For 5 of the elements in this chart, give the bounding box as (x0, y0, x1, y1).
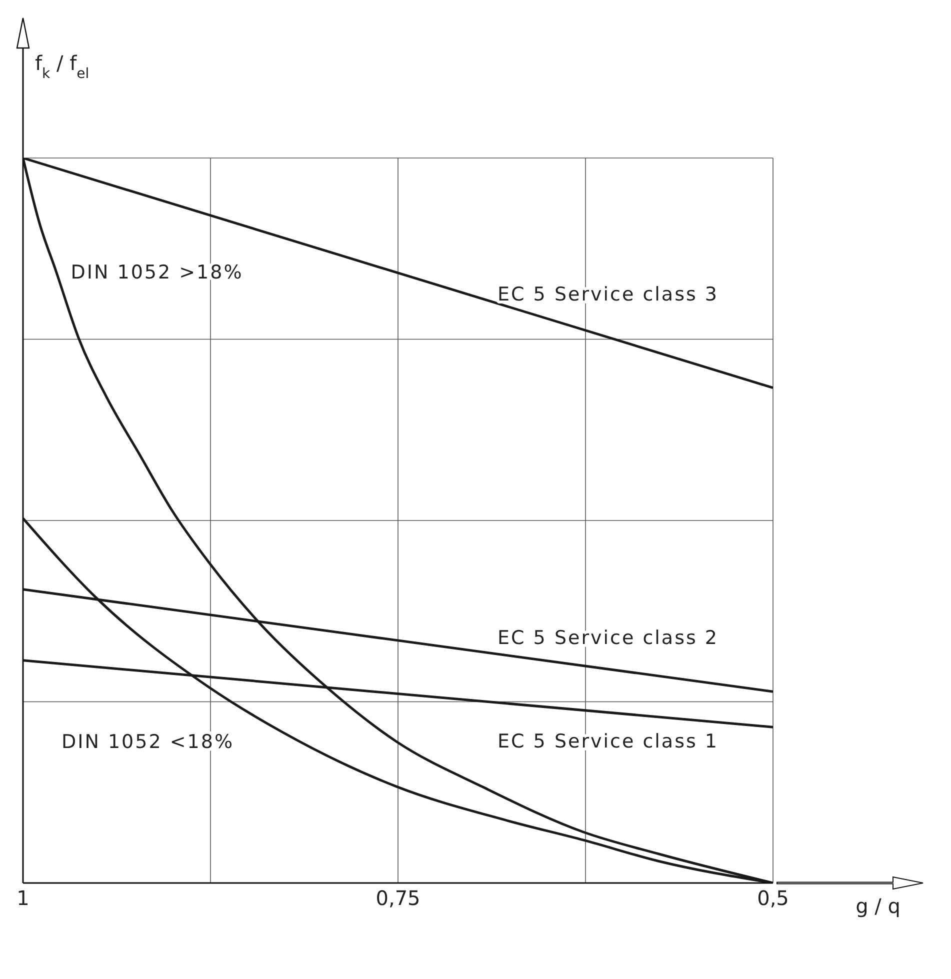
x-tick-label: 0,75 (376, 886, 420, 910)
x-tick-label: 0,5 (757, 886, 789, 910)
x-tick-label: 1 (16, 886, 30, 910)
y-axis-title: f$_{k}$ / f$_{el}$ (35, 51, 90, 82)
x-axis-title: g / q (856, 894, 900, 918)
